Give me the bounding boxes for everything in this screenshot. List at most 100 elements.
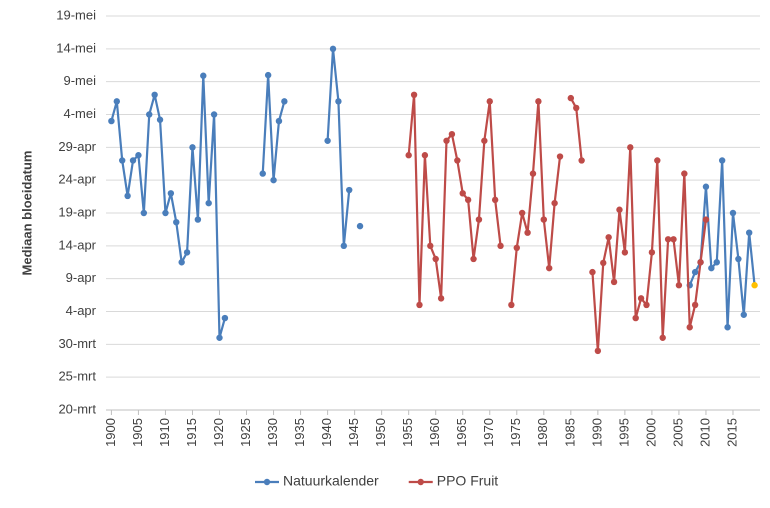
legend-label: Natuurkalender [283, 473, 379, 489]
data-point [124, 192, 131, 200]
data-point [713, 259, 720, 266]
y-tick-label: 30-mrt [58, 336, 96, 351]
y-tick-label: 14-mei [56, 40, 96, 55]
y-tick-label: 4-mei [63, 106, 96, 121]
x-tick-label: 1955 [400, 418, 415, 447]
x-tick-label: 1915 [184, 418, 199, 447]
y-tick-label: 4-apr [66, 303, 97, 318]
data-point [594, 347, 602, 355]
data-point [654, 157, 661, 164]
data-point [135, 152, 142, 159]
data-point [735, 255, 742, 263]
data-point [540, 216, 548, 223]
data-point [729, 209, 737, 217]
legend-item: PPO Fruit [408, 473, 499, 489]
legend-marker [417, 478, 424, 486]
data-point [356, 222, 364, 230]
data-point [416, 301, 423, 309]
series-line [510, 101, 562, 306]
data-point [470, 255, 477, 263]
data-point [443, 137, 450, 144]
data-point [216, 334, 223, 341]
series-line [688, 160, 756, 328]
data-point [643, 301, 650, 309]
data-point [556, 153, 564, 160]
x-tick-label: 1920 [211, 418, 226, 447]
data-point [681, 170, 688, 177]
data-point [578, 157, 585, 164]
data-point [259, 170, 266, 177]
legend-label: PPO Fruit [437, 473, 499, 489]
data-point [129, 157, 137, 164]
y-tick-label: 14-apr [58, 237, 96, 252]
data-point [691, 268, 699, 276]
data-point [156, 116, 164, 123]
data-point [167, 190, 175, 197]
data-point [708, 264, 715, 272]
x-tick-label: 1930 [265, 418, 280, 447]
data-point [270, 176, 277, 184]
y-tick-label: 24-apr [58, 172, 96, 187]
data-point [221, 314, 229, 322]
data-point [627, 144, 634, 151]
data-point [610, 278, 618, 286]
data-point [745, 229, 753, 236]
data-point [140, 209, 148, 217]
data-point [481, 137, 488, 144]
data-point [632, 314, 639, 322]
data-point [281, 98, 288, 105]
data-point [605, 234, 612, 241]
data-point [189, 144, 196, 151]
data-point [648, 249, 656, 256]
data-point [670, 236, 677, 243]
y-tick-label: 29-apr [58, 139, 96, 154]
x-tick-label: 1965 [454, 418, 469, 447]
data-point [475, 216, 483, 223]
data-point [486, 98, 493, 105]
data-point [513, 244, 520, 252]
x-tick-label: 1990 [589, 418, 604, 447]
data-point [437, 295, 445, 302]
x-tick-label: 1975 [508, 418, 523, 447]
series-line [591, 147, 708, 351]
x-tick-label: 1910 [157, 418, 172, 447]
data-point [508, 301, 515, 309]
x-tick-label: 2005 [670, 418, 685, 447]
data-point [529, 170, 537, 177]
y-tick-label: 20-mrt [58, 401, 96, 416]
data-point [210, 111, 218, 118]
data-point [264, 71, 272, 79]
data-point [702, 183, 710, 190]
data-point [275, 117, 283, 125]
data-point [405, 152, 412, 159]
data-point [432, 255, 439, 263]
data-point [702, 216, 710, 223]
series-line [261, 75, 286, 181]
data-point [459, 190, 466, 197]
data-point [464, 196, 472, 204]
data-point [346, 186, 353, 194]
data-point [621, 249, 629, 256]
data-point [751, 282, 758, 289]
data-point [497, 242, 504, 250]
y-tick-label: 25-mrt [58, 369, 96, 384]
y-tick-label: 9-mei [63, 73, 96, 88]
x-tick-label: 1905 [130, 418, 145, 447]
data-point [108, 117, 115, 125]
y-tick-label: 9-apr [66, 270, 97, 285]
data-point [740, 311, 747, 318]
data-point [178, 259, 185, 266]
x-tick-label: 2015 [724, 418, 739, 447]
data-point [546, 264, 553, 272]
legend-marker [263, 478, 271, 486]
x-tick-label: 1925 [238, 418, 253, 447]
data-point [448, 131, 456, 138]
x-tick-label: 1970 [481, 418, 496, 447]
legend-item: Natuurkalender [255, 473, 379, 489]
data-point [718, 157, 726, 164]
data-point [421, 152, 429, 159]
x-tick-label: 2000 [643, 418, 658, 447]
x-tick-label: 1945 [346, 418, 361, 447]
data-point [491, 196, 499, 204]
